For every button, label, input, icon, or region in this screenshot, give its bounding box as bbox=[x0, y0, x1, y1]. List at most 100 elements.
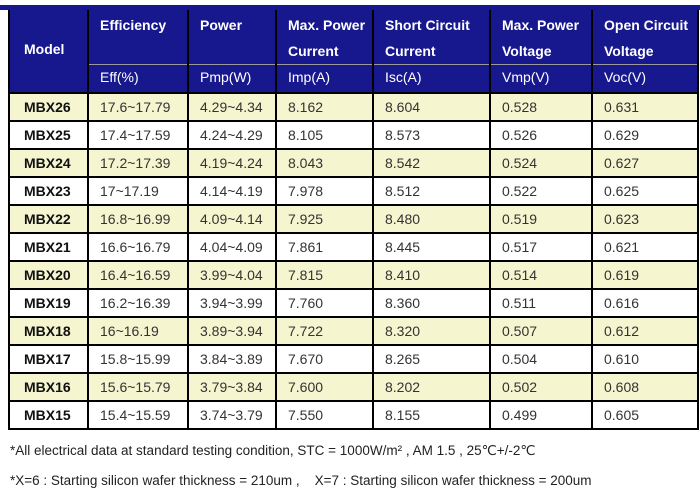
vmp-cell: 0.519 bbox=[489, 203, 593, 234]
sub-header-imp: Imp(A) bbox=[275, 64, 374, 94]
isc-cell: 8.445 bbox=[372, 231, 491, 262]
table-row-mbx24: MBX24 17.2~17.39 4.19~4.24 8.043 8.542 0… bbox=[8, 147, 699, 178]
eff-cell: 16.6~16.79 bbox=[87, 231, 189, 262]
imp-cell: 7.925 bbox=[275, 203, 374, 234]
vmp-cell: 0.522 bbox=[489, 175, 593, 206]
col-header-line1: Open Circuit bbox=[604, 17, 689, 33]
col-header-line2: Voltage bbox=[604, 43, 654, 59]
vmp-cell: 0.526 bbox=[489, 119, 593, 150]
col-header-line2 bbox=[100, 38, 187, 64]
eff-cell: 17.2~17.39 bbox=[87, 147, 189, 178]
isc-cell: 8.542 bbox=[372, 147, 491, 178]
col-header-line2: Current bbox=[288, 43, 339, 59]
sub-header-voc: Voc(V) bbox=[591, 64, 699, 94]
imp-cell: 7.600 bbox=[275, 371, 374, 402]
model-cell: MBX25 bbox=[8, 119, 89, 150]
vmp-cell: 0.514 bbox=[489, 259, 593, 290]
table-row-mbx25: MBX25 17.4~17.59 4.24~4.29 8.105 8.573 0… bbox=[8, 119, 699, 150]
eff-cell: 15.8~15.99 bbox=[87, 343, 189, 374]
col-header-model: Model bbox=[8, 5, 89, 94]
voc-cell: 0.610 bbox=[591, 343, 699, 374]
sub-header-isc: Isc(A) bbox=[372, 64, 491, 94]
col-header-power: Power bbox=[187, 5, 277, 65]
voc-cell: 0.616 bbox=[591, 287, 699, 318]
vmp-cell: 0.504 bbox=[489, 343, 593, 374]
pmp-cell: 4.24~4.29 bbox=[187, 119, 277, 150]
voc-cell: 0.631 bbox=[591, 91, 699, 122]
eff-cell: 16~16.19 bbox=[87, 315, 189, 346]
imp-cell: 7.760 bbox=[275, 287, 374, 318]
header-row-main: Model Efficiency Power Max. Power Curren… bbox=[8, 5, 699, 94]
voc-cell: 0.612 bbox=[591, 315, 699, 346]
sub-header-pmp: Pmp(W) bbox=[187, 64, 277, 94]
voc-cell: 0.621 bbox=[591, 231, 699, 262]
isc-cell: 8.320 bbox=[372, 315, 491, 346]
pmp-cell: 3.99~4.04 bbox=[187, 259, 277, 290]
eff-cell: 17~17.19 bbox=[87, 175, 189, 206]
eff-cell: 16.2~16.39 bbox=[87, 287, 189, 318]
vmp-cell: 0.502 bbox=[489, 371, 593, 402]
vmp-cell: 0.511 bbox=[489, 287, 593, 318]
col-header-max-power-voltage: Max. Power Voltage bbox=[489, 5, 593, 65]
imp-cell: 8.043 bbox=[275, 147, 374, 178]
table-row-mbx16: MBX16 15.6~15.79 3.79~3.84 7.600 8.202 0… bbox=[8, 371, 699, 402]
pmp-cell: 4.19~4.24 bbox=[187, 147, 277, 178]
model-cell: MBX15 bbox=[8, 399, 89, 430]
isc-cell: 8.202 bbox=[372, 371, 491, 402]
pmp-cell: 3.89~3.94 bbox=[187, 315, 277, 346]
eff-cell: 17.6~17.79 bbox=[87, 91, 189, 122]
eff-cell: 17.4~17.59 bbox=[87, 119, 189, 150]
eff-cell: 15.4~15.59 bbox=[87, 399, 189, 430]
pmp-cell: 4.09~4.14 bbox=[187, 203, 277, 234]
isc-cell: 8.360 bbox=[372, 287, 491, 318]
isc-cell: 8.265 bbox=[372, 343, 491, 374]
voc-cell: 0.608 bbox=[591, 371, 699, 402]
col-header-line2 bbox=[200, 38, 275, 64]
pmp-cell: 4.14~4.19 bbox=[187, 175, 277, 206]
table-row-mbx23: MBX23 17~17.19 4.14~4.19 7.978 8.512 0.5… bbox=[8, 175, 699, 206]
pmp-cell: 3.79~3.84 bbox=[187, 371, 277, 402]
note-stc-conditions: *All electrical data at standard testing… bbox=[10, 442, 536, 458]
note-wafer-thickness: *X=6 : Starting silicon wafer thickness … bbox=[10, 472, 592, 488]
vmp-cell: 0.507 bbox=[489, 315, 593, 346]
model-cell: MBX19 bbox=[8, 287, 89, 318]
imp-cell: 7.670 bbox=[275, 343, 374, 374]
solar-cell-spec-table: Model Efficiency Power Max. Power Curren… bbox=[8, 5, 699, 430]
imp-cell: 7.722 bbox=[275, 315, 374, 346]
model-cell: MBX21 bbox=[8, 231, 89, 262]
top-blue-strip bbox=[0, 5, 700, 10]
vmp-cell: 0.528 bbox=[489, 91, 593, 122]
vmp-cell: 0.499 bbox=[489, 399, 593, 430]
col-header-max-power-current: Max. Power Current bbox=[275, 5, 374, 65]
model-cell: MBX17 bbox=[8, 343, 89, 374]
vmp-cell: 0.517 bbox=[489, 231, 593, 262]
pmp-cell: 4.29~4.34 bbox=[187, 91, 277, 122]
model-cell: MBX24 bbox=[8, 147, 89, 178]
table-row-mbx26: MBX26 17.6~17.79 4.29~4.34 8.162 8.604 0… bbox=[8, 91, 699, 122]
datasheet-page: { "header": { "model": "Model", "columns… bbox=[0, 5, 700, 498]
pmp-cell: 4.04~4.09 bbox=[187, 231, 277, 262]
eff-cell: 16.4~16.59 bbox=[87, 259, 189, 290]
sub-header-eff: Eff(%) bbox=[87, 64, 189, 94]
voc-cell: 0.625 bbox=[591, 175, 699, 206]
pmp-cell: 3.74~3.79 bbox=[187, 399, 277, 430]
model-cell: MBX26 bbox=[8, 91, 89, 122]
voc-cell: 0.629 bbox=[591, 119, 699, 150]
pmp-cell: 3.84~3.89 bbox=[187, 343, 277, 374]
col-header-short-circuit-current: Short Circuit Current bbox=[372, 5, 491, 65]
isc-cell: 8.480 bbox=[372, 203, 491, 234]
imp-cell: 7.815 bbox=[275, 259, 374, 290]
imp-cell: 7.978 bbox=[275, 175, 374, 206]
table-row-mbx17: MBX17 15.8~15.99 3.84~3.89 7.670 8.265 0… bbox=[8, 343, 699, 374]
isc-cell: 8.604 bbox=[372, 91, 491, 122]
model-cell: MBX20 bbox=[8, 259, 89, 290]
table-row-mbx22: MBX22 16.8~16.99 4.09~4.14 7.925 8.480 0… bbox=[8, 203, 699, 234]
model-cell: MBX18 bbox=[8, 315, 89, 346]
eff-cell: 16.8~16.99 bbox=[87, 203, 189, 234]
isc-cell: 8.573 bbox=[372, 119, 491, 150]
isc-cell: 8.512 bbox=[372, 175, 491, 206]
table-row-mbx18: MBX18 16~16.19 3.89~3.94 7.722 8.320 0.5… bbox=[8, 315, 699, 346]
header-row-sub: Eff(%) Pmp(W) Imp(A) Isc(A) Vmp(V) Voc(V… bbox=[9, 64, 699, 94]
voc-cell: 0.605 bbox=[591, 399, 699, 430]
voc-cell: 0.623 bbox=[591, 203, 699, 234]
